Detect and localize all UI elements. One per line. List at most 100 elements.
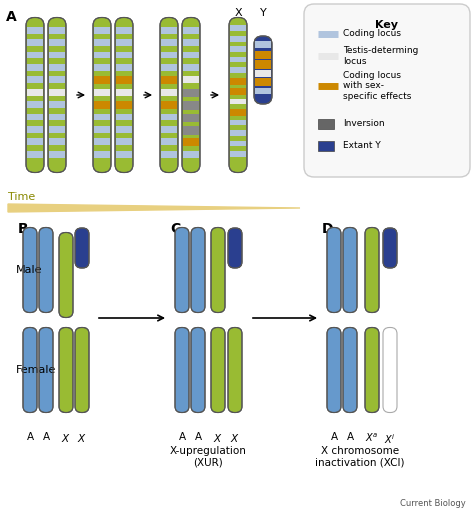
Text: Female: Female [16, 365, 56, 375]
FancyBboxPatch shape [343, 228, 357, 313]
Bar [255, 51, 271, 59]
FancyBboxPatch shape [383, 228, 397, 268]
Bar [318, 141, 334, 151]
Bar [183, 64, 199, 71]
Bar [27, 151, 43, 158]
Bar [161, 51, 177, 59]
Text: $X^{a}$: $X^{a}$ [365, 432, 379, 445]
FancyBboxPatch shape [160, 17, 178, 173]
Bar [230, 141, 246, 146]
Bar [94, 151, 110, 158]
Bar [116, 27, 132, 33]
Bar [116, 114, 132, 120]
Bar [27, 51, 43, 59]
Bar [230, 120, 246, 125]
Bar [230, 99, 246, 104]
Bar [49, 138, 65, 145]
Bar [161, 39, 177, 46]
Text: A: A [43, 432, 50, 442]
FancyBboxPatch shape [191, 327, 205, 413]
Bar [230, 130, 246, 136]
Bar [94, 64, 110, 71]
Bar [183, 27, 199, 33]
FancyBboxPatch shape [229, 17, 247, 173]
Bar [255, 61, 271, 69]
Bar [49, 151, 65, 158]
Text: $X$: $X$ [213, 432, 223, 444]
Text: X chromosome
inactivation (XCI): X chromosome inactivation (XCI) [315, 446, 405, 468]
Bar [255, 70, 271, 77]
Bar [116, 151, 132, 158]
Bar [161, 126, 177, 133]
Bar [94, 27, 110, 33]
Bar [183, 114, 199, 122]
Text: A: A [194, 233, 201, 243]
Bar [27, 126, 43, 133]
Bar [230, 88, 246, 95]
Bar [27, 39, 43, 46]
Text: Time: Time [8, 192, 35, 202]
Text: A: A [6, 10, 17, 24]
Bar [94, 114, 110, 120]
Text: A: A [346, 432, 354, 442]
FancyBboxPatch shape [211, 228, 225, 313]
Text: X-upregulation
(XUR): X-upregulation (XUR) [170, 446, 246, 468]
Bar [230, 57, 246, 63]
Text: X: X [368, 233, 375, 243]
Text: Extant Y: Extant Y [343, 141, 381, 151]
Bar [94, 77, 110, 84]
Bar [183, 77, 199, 83]
Text: Y: Y [387, 233, 393, 243]
FancyBboxPatch shape [343, 327, 357, 413]
Bar [183, 151, 199, 158]
FancyBboxPatch shape [327, 327, 341, 413]
Text: Y: Y [232, 233, 238, 243]
FancyBboxPatch shape [75, 228, 89, 268]
Bar [183, 101, 199, 110]
Bar [116, 138, 132, 145]
Text: A: A [178, 432, 185, 442]
FancyBboxPatch shape [228, 228, 242, 268]
FancyBboxPatch shape [383, 327, 397, 413]
FancyBboxPatch shape [327, 228, 341, 313]
Text: A: A [330, 432, 337, 442]
FancyBboxPatch shape [93, 17, 111, 173]
FancyBboxPatch shape [365, 228, 379, 313]
Text: $X$: $X$ [61, 432, 71, 444]
FancyBboxPatch shape [48, 17, 66, 173]
Text: A: A [346, 233, 354, 243]
Bar [116, 51, 132, 59]
Text: Male: Male [16, 265, 43, 275]
Bar [27, 114, 43, 120]
Bar [116, 126, 132, 133]
Bar [49, 39, 65, 46]
Bar [27, 138, 43, 145]
Bar [27, 89, 43, 96]
Text: A: A [178, 233, 185, 243]
Bar [183, 51, 199, 59]
Bar [116, 77, 132, 84]
FancyBboxPatch shape [26, 17, 44, 173]
Polygon shape [8, 204, 300, 212]
FancyBboxPatch shape [211, 327, 225, 413]
Bar [94, 138, 110, 145]
FancyBboxPatch shape [175, 228, 189, 313]
Text: Coding locus: Coding locus [343, 29, 401, 39]
Bar [116, 39, 132, 46]
Text: Current Biology: Current Biology [400, 499, 466, 508]
Bar [27, 101, 43, 108]
FancyBboxPatch shape [23, 228, 37, 313]
Bar [49, 51, 65, 59]
Bar [255, 88, 271, 95]
Text: A: A [27, 233, 34, 243]
Text: X: X [63, 233, 70, 243]
Bar [161, 27, 177, 33]
Bar [116, 101, 132, 108]
Bar [49, 114, 65, 120]
Text: A: A [194, 432, 201, 442]
FancyBboxPatch shape [115, 17, 133, 173]
Bar [94, 126, 110, 133]
Bar [230, 46, 246, 52]
Bar [49, 27, 65, 33]
Text: A: A [27, 432, 34, 442]
